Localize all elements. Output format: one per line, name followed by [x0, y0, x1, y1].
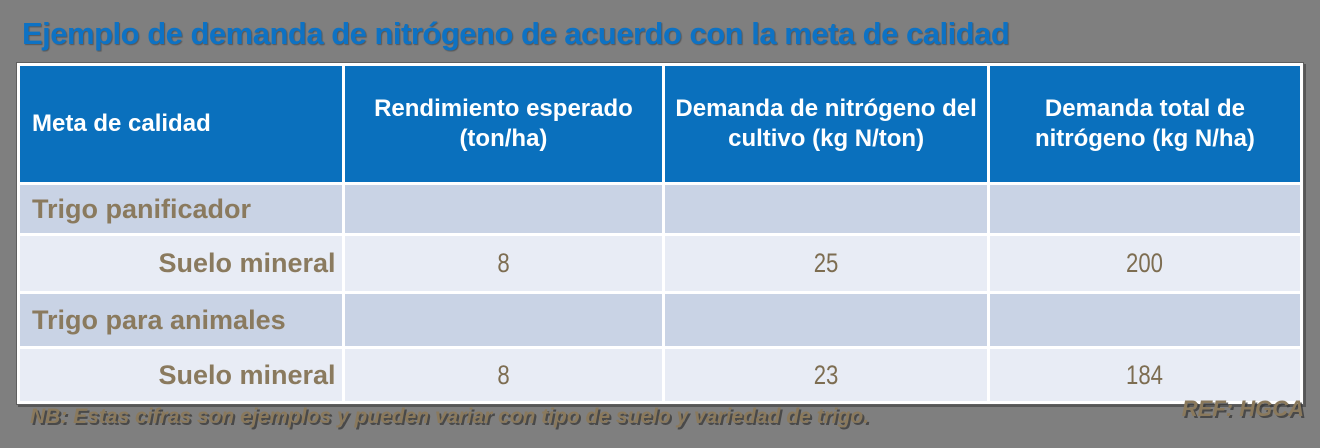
reference-label: REF: HGCA — [1181, 396, 1304, 421]
value-cell — [989, 294, 1300, 346]
column-header-total-n-demand: Demanda total de nitrógeno (kg N/ha) — [989, 66, 1300, 182]
value-cell: 25 — [665, 236, 987, 291]
row-label: Suelo mineral — [20, 349, 342, 401]
row-label: Trigo panificador — [20, 185, 342, 233]
value-cell — [989, 185, 1300, 233]
value-cell: 8 — [344, 349, 663, 401]
table-row-trigo-para-animales: Trigo para animales — [20, 294, 1300, 346]
value-cell — [665, 294, 987, 346]
value-cell: 184 — [989, 349, 1300, 401]
value-cell — [665, 185, 987, 233]
value-cell — [344, 185, 663, 233]
table-row-trigo-panificador: Trigo panificador — [20, 185, 1300, 233]
footnote: NB: Estas cifras son ejemplos y pueden v… — [30, 405, 870, 428]
value-cell: 200 — [989, 236, 1300, 291]
nitrogen-demand-table: Meta de calidad Rendimiento esperado (to… — [16, 62, 1304, 405]
page-title: Ejemplo de demanda de nitrógeno de acuer… — [22, 16, 1010, 51]
column-header-quality-target: Meta de calidad — [20, 66, 342, 182]
value-cell: 8 — [344, 236, 663, 291]
table-header-row: Meta de calidad Rendimiento esperado (to… — [20, 66, 1300, 182]
row-label: Suelo mineral — [20, 236, 342, 291]
column-header-crop-n-demand: Demanda de nitrógeno del cultivo (kg N/t… — [665, 66, 987, 182]
value-cell — [344, 294, 663, 346]
value-cell: 23 — [665, 349, 987, 401]
table-row-suelo-mineral-panificador: Suelo mineral 8 25 200 — [20, 236, 1300, 291]
column-header-expected-yield: Rendimiento esperado (ton/ha) — [344, 66, 663, 182]
table-row-suelo-mineral-animales: Suelo mineral 8 23 184 — [20, 349, 1300, 401]
row-label: Trigo para animales — [20, 294, 342, 346]
